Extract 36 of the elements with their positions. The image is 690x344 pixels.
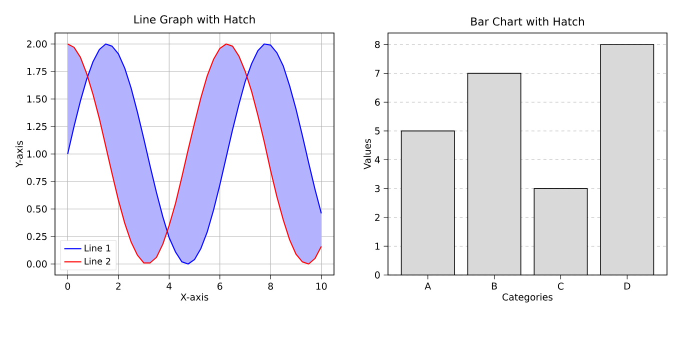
legend-label: Line 1 <box>84 244 110 252</box>
y-tick-label: 1.25 <box>27 122 47 130</box>
y-tick-label: 4 <box>374 156 380 164</box>
y-tick-label: 0.50 <box>26 205 47 213</box>
y-tick-label: 1 <box>375 242 380 250</box>
x-axis-title: X-axis <box>180 293 208 301</box>
y-tick-label: 0.25 <box>26 232 47 240</box>
y-tick-label: 7 <box>375 70 380 77</box>
y-tick-label: 1.50 <box>27 95 47 103</box>
y-axis-title: Y-axis <box>15 140 23 168</box>
y-tick-label: 8 <box>375 40 380 48</box>
x-tick-label: C <box>558 282 564 290</box>
chart-title: Line Graph with Hatch <box>134 15 255 26</box>
y-tick-label: 2.00 <box>27 40 47 48</box>
x-tick-label: A <box>424 282 432 290</box>
y-tick-label: 0 <box>375 271 380 279</box>
legend-label: Line 2 <box>84 258 110 265</box>
x-tick-label: 2 <box>116 282 120 290</box>
x-tick-label: 10 <box>316 282 327 290</box>
chart-title: Bar Chart with Hatch <box>471 17 584 26</box>
y-tick-label: 1.00 <box>27 150 47 158</box>
y-tick-label: 0.75 <box>26 178 47 186</box>
x-tick-label: D <box>624 282 630 290</box>
x-tick-label: 0 <box>65 282 70 290</box>
x-tick-label: 6 <box>218 282 222 290</box>
x-tick-label: 4 <box>166 282 172 290</box>
y-tick-label: 2 <box>375 214 380 221</box>
y-tick-label: 3 <box>375 184 380 192</box>
x-axis-title: Categories <box>502 293 553 302</box>
y-tick-label: 1.75 <box>27 68 47 76</box>
y-tick-label: 6 <box>375 98 380 106</box>
x-tick-label: 8 <box>268 282 273 290</box>
y-axis-title: Values <box>364 138 371 170</box>
y-tick-label: 0.00 <box>26 260 47 268</box>
y-tick-label: 5 <box>375 127 380 134</box>
x-tick-label: B <box>492 282 497 290</box>
